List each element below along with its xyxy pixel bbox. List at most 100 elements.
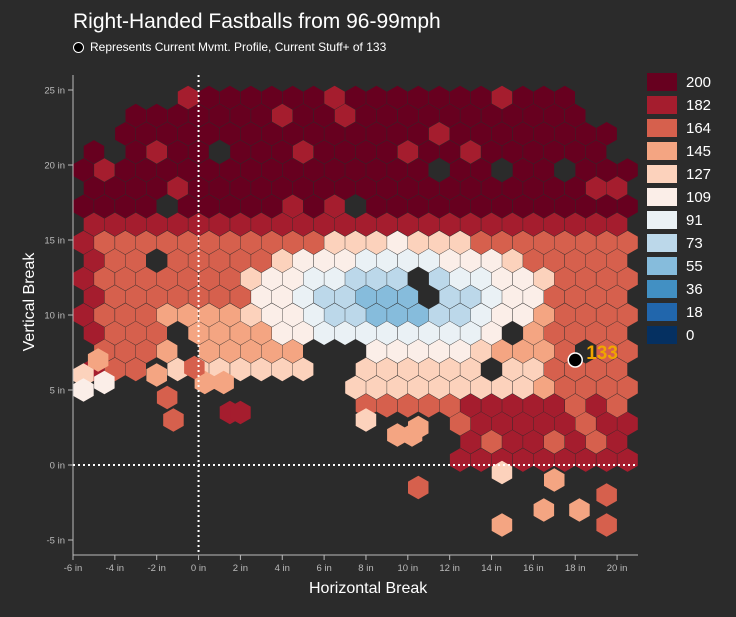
hex-cell xyxy=(272,248,293,273)
hex-cell xyxy=(523,357,544,382)
hex-cell xyxy=(408,415,429,440)
hex-cell xyxy=(565,285,586,309)
hex-cell xyxy=(449,158,471,182)
y-tick-label: 15 in xyxy=(44,236,65,247)
hex-cell xyxy=(585,321,607,345)
hex-cell xyxy=(491,85,513,110)
hex-cell xyxy=(219,230,241,255)
legend-swatch xyxy=(647,257,677,275)
y-axis-label: Vertical Break xyxy=(21,252,38,352)
hex-cell xyxy=(481,285,502,309)
hex-cell xyxy=(460,248,481,273)
hex-cell xyxy=(230,321,251,345)
hex-cell xyxy=(533,230,555,255)
hex-cell xyxy=(554,266,575,291)
hex-cell xyxy=(523,321,544,345)
hex-cell xyxy=(491,339,513,364)
hex-cell xyxy=(491,194,513,219)
hex-cell xyxy=(387,266,408,291)
hex-cell xyxy=(512,158,534,182)
hex-cell xyxy=(136,303,157,327)
legend-label: 127 xyxy=(686,166,711,183)
hex-cell xyxy=(617,303,638,327)
hex-cell xyxy=(449,448,471,472)
hex-cell xyxy=(261,85,283,110)
hex-cell xyxy=(502,248,523,273)
hex-cell xyxy=(94,370,115,395)
hex-cell xyxy=(376,176,398,200)
hex-cell xyxy=(502,285,523,309)
hex-cell xyxy=(292,357,314,382)
legend-label: 18 xyxy=(686,304,703,321)
hex-cell xyxy=(303,158,324,182)
hex-cell xyxy=(355,357,377,382)
hex-cell xyxy=(177,194,199,219)
chart-subtitle: Represents Current Mvmt. Profile, Curren… xyxy=(73,40,386,54)
hex-cell xyxy=(575,194,596,219)
hex-cell xyxy=(502,357,523,382)
hex-cell xyxy=(198,85,220,110)
hex-cell xyxy=(198,158,220,182)
hex-cell xyxy=(575,122,596,146)
hex-cell xyxy=(94,194,115,219)
current-profile-marker-icon xyxy=(73,41,84,53)
hex-cell xyxy=(606,430,628,454)
legend-swatch xyxy=(647,142,677,160)
hex-cell xyxy=(313,285,335,309)
hex-cell xyxy=(313,140,335,164)
hex-cell xyxy=(585,212,607,237)
hex-cell xyxy=(449,303,471,327)
hex-cell xyxy=(554,194,575,219)
hex-cell xyxy=(470,411,492,436)
x-tick-label: 2 in xyxy=(233,563,248,574)
hex-cell xyxy=(470,194,492,219)
hex-cell xyxy=(219,158,241,182)
hex-cell xyxy=(428,339,450,364)
hex-cell xyxy=(177,303,199,327)
hex-cell xyxy=(198,194,220,219)
hex-cell xyxy=(230,248,251,273)
hex-cell xyxy=(345,158,366,182)
hex-cell xyxy=(209,285,230,309)
hex-cell xyxy=(470,448,492,472)
hex-cell xyxy=(408,303,429,327)
hex-cell xyxy=(449,194,471,219)
legend-swatch xyxy=(647,73,677,91)
hex-cell xyxy=(481,212,502,237)
hex-cell xyxy=(209,248,230,273)
y-tick-label: 20 in xyxy=(44,161,65,172)
hex-cell xyxy=(491,513,513,537)
hex-cell xyxy=(282,230,303,255)
hex-cell xyxy=(544,285,565,309)
hex-cell xyxy=(491,460,513,485)
hex-cell xyxy=(533,375,555,400)
hex-cell xyxy=(146,176,167,200)
hex-cell xyxy=(449,411,471,436)
hex-cell xyxy=(491,411,513,436)
hex-cell xyxy=(502,103,523,128)
hex-cell xyxy=(387,230,408,255)
hex-cell xyxy=(282,122,303,146)
hex-cell xyxy=(596,230,617,255)
hex-cell xyxy=(194,370,216,395)
hex-cell xyxy=(324,303,345,327)
x-tick-label: 10 in xyxy=(398,563,419,574)
legend-swatch xyxy=(647,326,677,344)
hex-cell xyxy=(376,140,398,164)
hex-cell xyxy=(146,103,167,128)
hex-cell xyxy=(408,339,429,364)
hex-cell xyxy=(449,122,471,146)
hex-cell xyxy=(146,363,167,387)
legend-label: 109 xyxy=(686,189,711,206)
hex-cell xyxy=(408,122,429,146)
hex-cell xyxy=(87,348,109,372)
hex-cell xyxy=(261,122,283,146)
x-tick-label: 20 in xyxy=(607,563,628,574)
hex-cell xyxy=(418,248,439,273)
hex-cell xyxy=(240,122,262,146)
hex-cell xyxy=(73,378,94,402)
hex-cell xyxy=(428,85,450,110)
hex-cell xyxy=(303,303,324,327)
hex-cell xyxy=(313,248,335,273)
hex-cell xyxy=(512,194,534,219)
